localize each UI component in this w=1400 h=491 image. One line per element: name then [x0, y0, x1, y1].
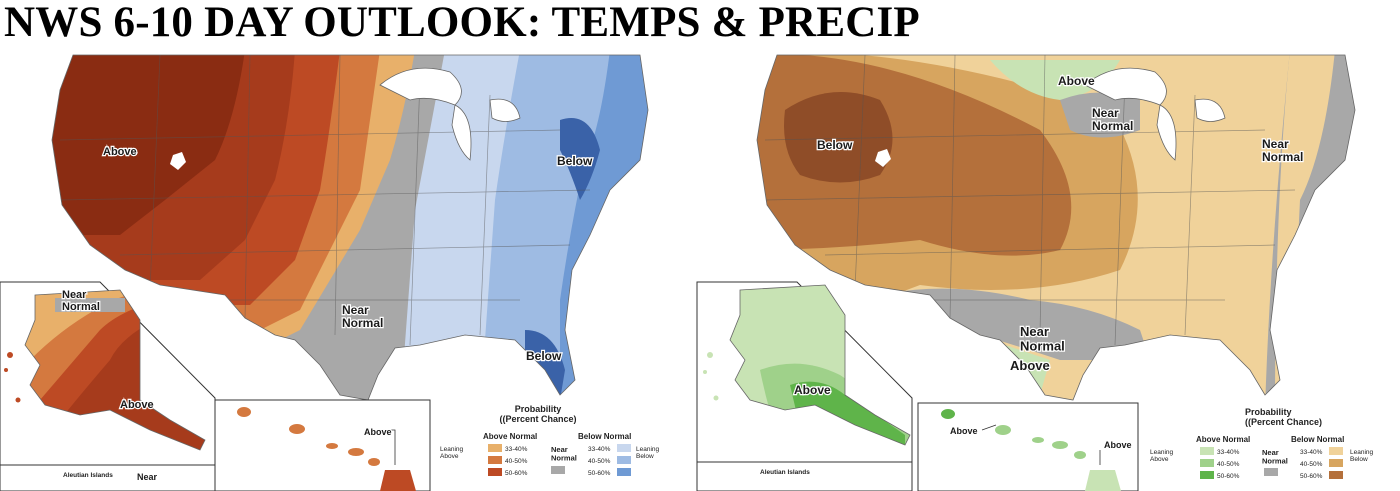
- precip-alaska-inset: Above: [696, 281, 913, 463]
- temp-legend-title: Probability ((Percent Chance): [499, 404, 576, 424]
- precip-label-near-normal-ne: Near Normal: [1262, 137, 1303, 164]
- temp-legend-near: Near Normal: [551, 445, 577, 462]
- temp-legend-above-bin-3: 50-60%: [505, 470, 528, 477]
- temp-legend-title-line: Probability ((Percent Chance): [499, 404, 576, 424]
- temp-ak-near-line: Near Normal: [62, 289, 100, 313]
- precip-label-above-north: Above: [1058, 74, 1095, 88]
- temp-ak-near-normal: Near Normal: [62, 289, 100, 313]
- precip-label-near-normal-mn: Near Normal: [1092, 106, 1133, 133]
- temp-label-below-east: Below: [557, 154, 593, 168]
- precip-legend-leaning-below: Leaning Below: [1350, 449, 1374, 463]
- temp-legend-above-bin-2: 40-50%: [505, 458, 528, 465]
- temp-ak-above: Above: [120, 399, 154, 411]
- precip-legend-below-swatch-2: [1329, 459, 1343, 467]
- temp-contiguous-us: [52, 55, 648, 400]
- temp-legend-above-bin-1: 33-40%: [505, 446, 528, 453]
- precip-hawaii-above-left: Above: [950, 426, 978, 436]
- precip-legend-title-line: Probability ((Percent Chance): [1245, 407, 1322, 427]
- precip-legend-above-swatch-3: [1200, 471, 1214, 479]
- temp-near-normal-line: Near Normal: [342, 303, 383, 330]
- precip-legend-below-header: Below Normal: [1291, 435, 1344, 444]
- temp-near-cut: Near: [137, 472, 158, 482]
- temp-legend-below-swatch-2: [617, 456, 631, 464]
- temp-legend-below-header: Below Normal: [578, 432, 631, 441]
- temp-hawaii-above: Above: [364, 427, 392, 437]
- precip-aleutian-label: Aleutian Islands: [760, 469, 810, 476]
- temp-legend-above-header: Above Normal: [483, 432, 537, 441]
- precip-hawaii-above-right: Above: [1104, 440, 1132, 450]
- temp-hawaii-inset: Above: [214, 399, 431, 491]
- temp-label-near-normal-texas: Near Normal: [342, 303, 383, 330]
- temp-legend-below-bin-2: 40-50%: [588, 458, 611, 465]
- temp-legend: Probability ((Percent Chance) Above Norma…: [440, 404, 660, 477]
- temp-legend-below-swatch-3: [617, 468, 631, 476]
- temp-legend-leaning-below: Leaning Below: [636, 446, 660, 460]
- temp-legend-below-bin-1: 33-40%: [588, 446, 611, 453]
- precip-legend-above-swatch-1: [1200, 447, 1214, 455]
- precip-near-normal-mn-line: Near Normal: [1092, 106, 1133, 133]
- precip-label-above-tx: Above: [1010, 358, 1050, 373]
- temp-legend-above-swatch-1: [488, 444, 502, 452]
- temp-legend-near-swatch: [551, 466, 565, 474]
- temp-alaska-inset: Near Normal Above: [0, 281, 216, 466]
- temp-label-above-west: Above: [103, 146, 137, 158]
- temp-label-below-florida: Below: [526, 349, 562, 363]
- page-title: NWS 6-10 DAY OUTLOOK: TEMPS & PRECIP: [4, 0, 920, 46]
- precip-hawaii-inset: Above Above: [917, 402, 1139, 491]
- precip-legend: Probability ((Percent Chance) Above Norma…: [1150, 407, 1374, 480]
- precip-legend-near: Near Normal: [1262, 448, 1288, 465]
- precip-legend-above-header: Above Normal: [1196, 435, 1250, 444]
- precip-legend-near-swatch: [1264, 468, 1278, 476]
- precip-legend-above-bin-2: 40-50%: [1217, 461, 1240, 468]
- precip-legend-above-bin-1: 33-40%: [1217, 449, 1240, 456]
- precip-label-near-normal-tx: Near Normal: [1020, 324, 1065, 353]
- precip-legend-below-bin-3: 50-60%: [1300, 473, 1323, 480]
- precip-legend-below-bin-1: 33-40%: [1300, 449, 1323, 456]
- precip-near-normal-ne-line: Near Normal: [1262, 137, 1303, 164]
- precip-map: Above Near Normal Below Near Normal Near No…: [696, 54, 1374, 491]
- temp-legend-below-swatch-1: [617, 444, 631, 452]
- temp-legend-below-bin-3: 50-60%: [588, 470, 611, 477]
- precip-label-below-west: Below: [817, 138, 853, 152]
- precip-legend-below-swatch-3: [1329, 471, 1343, 479]
- precip-legend-leaning-above: Leaning Above: [1150, 449, 1174, 463]
- temp-legend-leaning-above: Leaning Above: [440, 446, 464, 460]
- temp-aleutian-label: Aleutian Islands: [63, 472, 113, 479]
- precip-legend-above-swatch-2: [1200, 459, 1214, 467]
- temperature-map: Above Near Normal Below Below Near Normal …: [0, 54, 660, 491]
- precip-legend-below-swatch-1: [1329, 447, 1343, 455]
- precip-legend-below-bin-2: 40-50%: [1300, 461, 1323, 468]
- precip-ak-above: Above: [794, 383, 831, 397]
- temp-legend-above-swatch-2: [488, 456, 502, 464]
- precip-near-normal-tx-line: Near Normal: [1020, 324, 1065, 353]
- precip-legend-above-bin-3: 50-60%: [1217, 473, 1240, 480]
- precip-legend-title: Probability ((Percent Chance): [1245, 407, 1322, 427]
- temp-legend-above-swatch-3: [488, 468, 502, 476]
